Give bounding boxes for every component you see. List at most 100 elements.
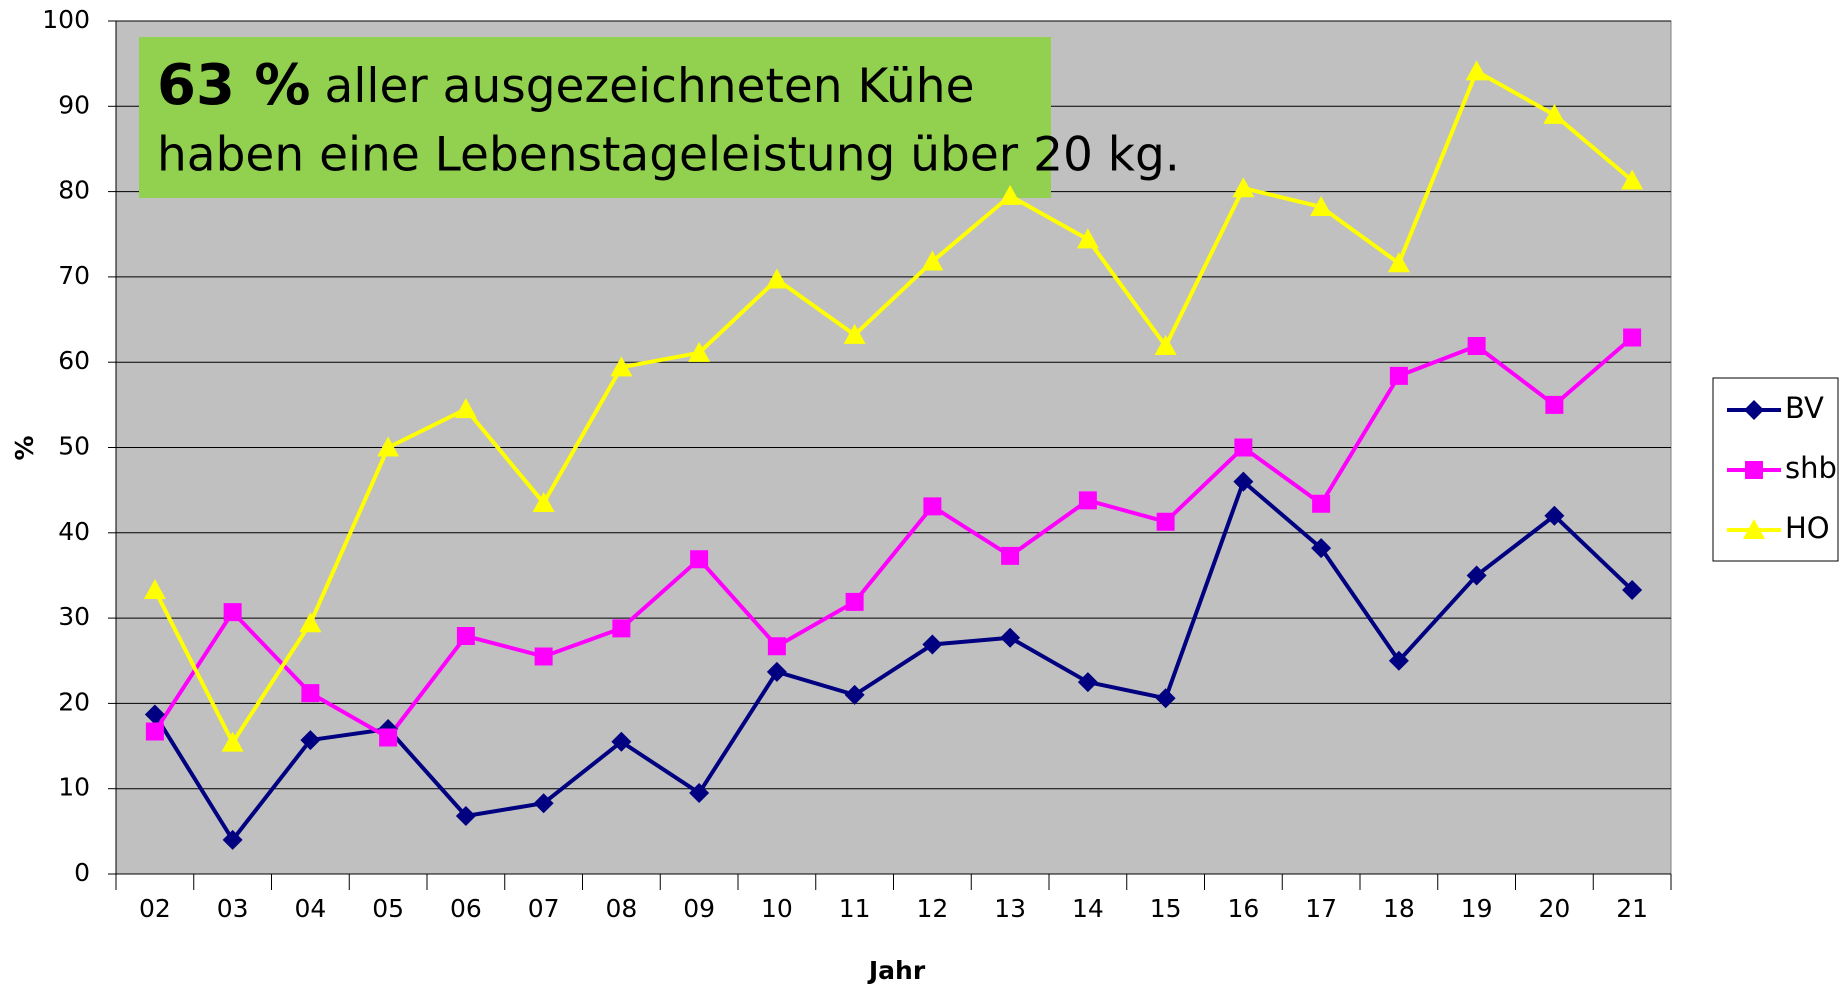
marker (1077, 672, 1098, 693)
annotation-line1: 63 % aller ausgezeichneten Kühe (157, 53, 975, 118)
x-tick-label: 11 (839, 894, 871, 923)
marker (1311, 538, 1332, 559)
x-tick-label: 07 (528, 894, 560, 923)
y-tick-label: 60 (58, 346, 90, 375)
marker (1465, 60, 1488, 81)
marker (1000, 627, 1021, 648)
y-axis-label: % (10, 435, 39, 460)
y-tick-label: 50 (58, 432, 90, 461)
x-tick-label: 08 (605, 894, 637, 923)
marker (299, 612, 322, 633)
x-tick-label: 19 (1461, 894, 1493, 923)
marker (1232, 177, 1255, 198)
x-tick-label: 02 (139, 894, 171, 923)
x-tick-label: 04 (294, 894, 326, 923)
x-tick-label: 18 (1383, 894, 1415, 923)
marker (1389, 366, 1408, 385)
marker (1155, 688, 1176, 709)
marker (534, 647, 553, 666)
y-tick-label: 20 (58, 687, 90, 716)
marker (454, 398, 477, 419)
x-tick-label: 09 (683, 894, 715, 923)
marker (1001, 546, 1020, 565)
annotation-line2: haben eine Lebenstageleistung über 20 kg… (157, 128, 1180, 183)
marker (610, 356, 633, 377)
marker (221, 731, 244, 752)
x-tick-label: 17 (1305, 894, 1337, 923)
marker (1545, 395, 1564, 414)
marker (1744, 400, 1764, 420)
marker (143, 578, 166, 599)
y-tick-label: 40 (58, 517, 90, 546)
marker (1622, 579, 1643, 600)
x-tick-label: 05 (372, 894, 404, 923)
marker (301, 684, 320, 703)
marker (377, 436, 400, 457)
marker (1233, 471, 1254, 492)
legend-label: HO (1785, 511, 1830, 545)
marker (1745, 461, 1763, 479)
y-tick-label: 90 (58, 90, 90, 119)
y-tick-label: 70 (58, 261, 90, 290)
x-tick-label: 13 (994, 894, 1026, 923)
marker (690, 550, 709, 569)
marker (845, 592, 864, 611)
marker (455, 805, 476, 826)
marker (844, 684, 865, 705)
marker (1623, 328, 1642, 347)
marker (1388, 650, 1409, 671)
marker (843, 323, 866, 344)
annotation-box (139, 37, 1051, 198)
marker (532, 491, 555, 512)
x-tick-label: 12 (916, 894, 948, 923)
marker (1154, 334, 1177, 355)
x-tick-label: 14 (1072, 894, 1104, 923)
marker (223, 603, 242, 622)
x-tick-label: 03 (217, 894, 249, 923)
marker (379, 728, 398, 747)
marker (1387, 252, 1410, 273)
marker (923, 497, 942, 516)
legend-label: shb (1785, 451, 1837, 485)
marker (1156, 512, 1175, 531)
x-axis-label: Jahr (867, 956, 926, 985)
marker (766, 661, 787, 682)
marker (689, 782, 710, 803)
marker (922, 634, 943, 655)
x-tick-label: 20 (1538, 894, 1570, 923)
marker (999, 184, 1022, 205)
series-line (153, 335, 1634, 740)
marker (688, 341, 711, 362)
series-line (153, 479, 1634, 842)
marker (765, 268, 788, 289)
marker (1466, 565, 1487, 586)
legend-label: BV (1785, 391, 1824, 425)
marker (1078, 491, 1097, 510)
marker (611, 731, 632, 752)
marker (222, 829, 243, 850)
marker (1743, 519, 1765, 539)
marker (1544, 505, 1565, 526)
x-tick-label: 10 (761, 894, 793, 923)
annotation-highlight: 63 % (157, 53, 311, 118)
y-tick-label: 0 (74, 858, 90, 887)
marker (767, 637, 786, 656)
marker (1310, 195, 1333, 216)
marker (612, 619, 631, 638)
marker (456, 627, 475, 646)
marker (300, 730, 321, 751)
marker (1467, 336, 1486, 355)
marker (145, 722, 164, 741)
series-line (153, 69, 1634, 745)
x-tick-label: 15 (1150, 894, 1182, 923)
marker (921, 250, 944, 271)
y-tick-label: 30 (58, 602, 90, 631)
y-tick-label: 100 (42, 5, 90, 34)
x-tick-label: 06 (450, 894, 482, 923)
y-tick-label: 80 (58, 176, 90, 205)
annotation-text: aller ausgezeichneten Kühe (325, 59, 975, 114)
marker (1543, 103, 1566, 124)
x-tick-label: 16 (1227, 894, 1259, 923)
marker (144, 704, 165, 725)
